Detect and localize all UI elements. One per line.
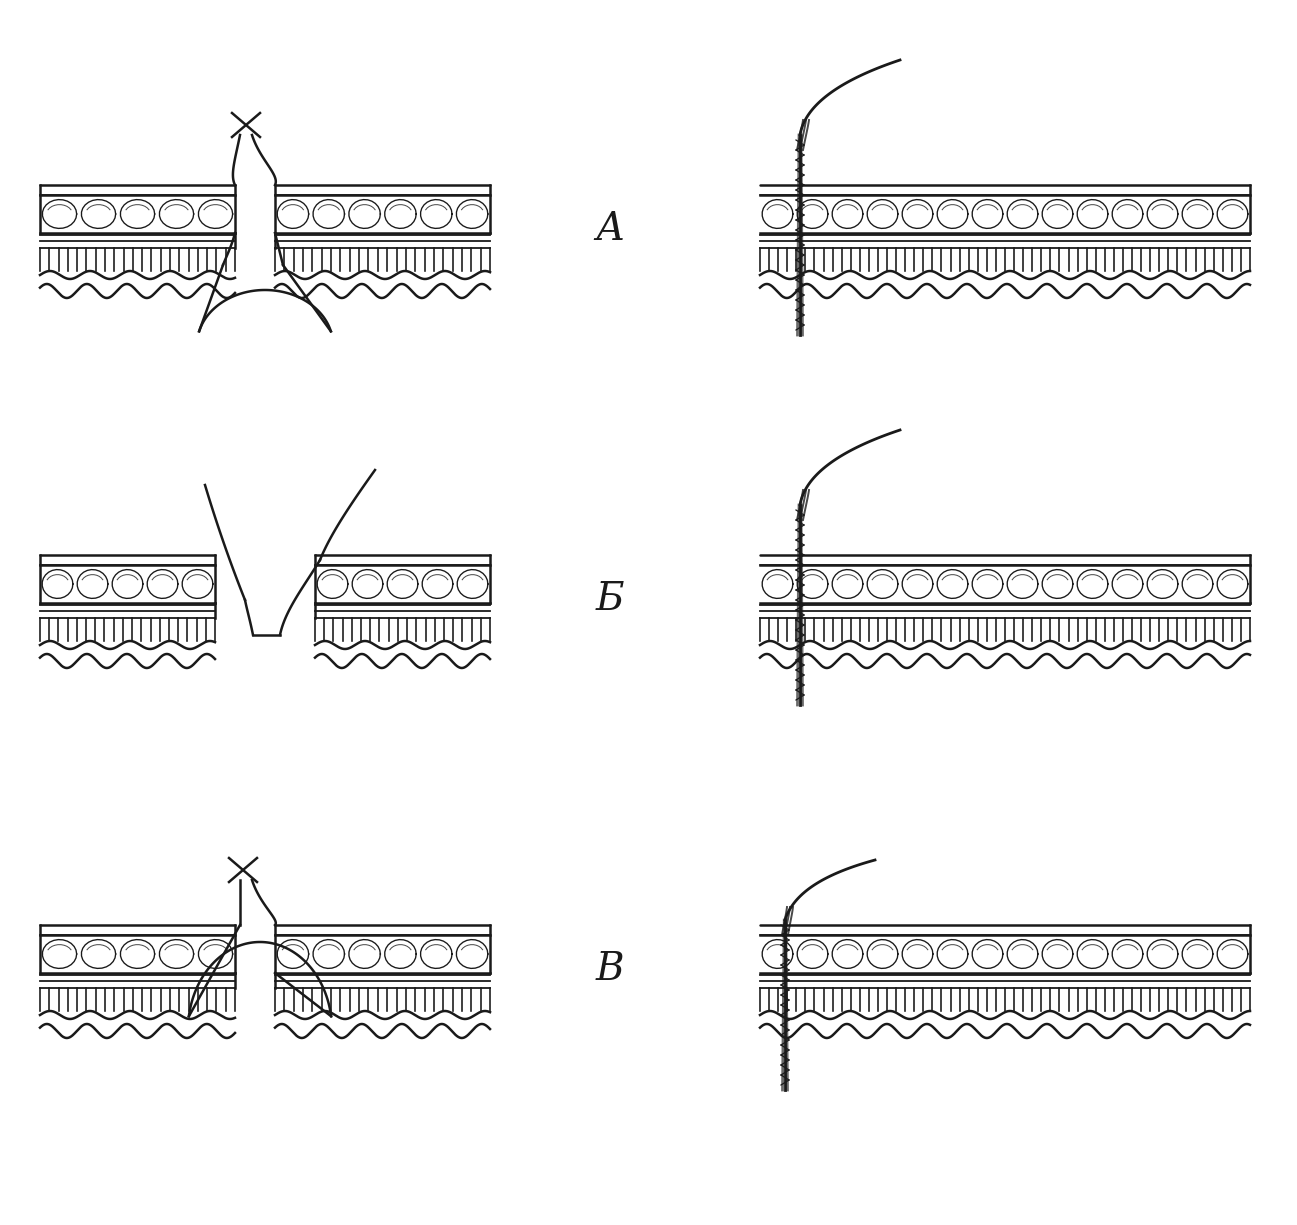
Text: В: В (595, 952, 624, 989)
Text: А: А (595, 212, 625, 249)
Text: Б: Б (595, 582, 624, 619)
